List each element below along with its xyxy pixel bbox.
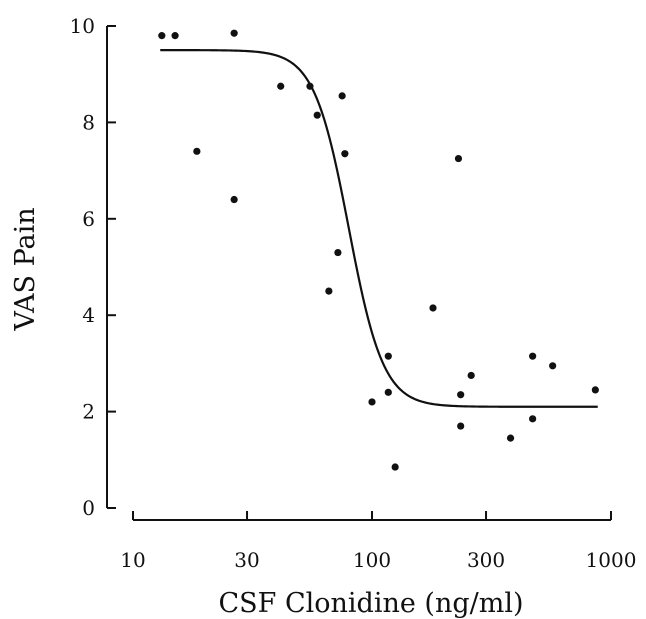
data-point	[391, 463, 399, 471]
y-tick-label: 10	[70, 14, 95, 38]
data-point	[325, 287, 333, 295]
y-tick-label: 2	[82, 400, 95, 424]
data-point	[549, 362, 557, 370]
y-tick-label: 0	[82, 496, 95, 520]
data-point	[454, 154, 463, 163]
data-point	[384, 352, 392, 360]
data-point	[158, 32, 166, 40]
data-point	[457, 422, 465, 430]
data-point	[368, 398, 376, 406]
data-point	[277, 82, 285, 90]
y-tick-label: 6	[82, 207, 95, 231]
data-point	[230, 195, 238, 204]
data-point	[384, 388, 392, 396]
data-point	[457, 391, 465, 399]
x-tick-label: 30	[234, 548, 259, 572]
data-point	[529, 415, 537, 423]
data-point	[313, 111, 321, 119]
x-tick-label: 100	[353, 548, 391, 572]
x-axis-title: CSF Clonidine (ng/ml)	[219, 588, 524, 619]
data-point	[467, 371, 475, 380]
x-tick-label: 1000	[586, 548, 637, 572]
data-point	[338, 92, 346, 100]
plot-area: 0 2 4 6 8 10 10 30 100 300 1000	[70, 14, 637, 572]
data-point	[230, 29, 238, 37]
data-point	[429, 304, 437, 312]
y-tick-label: 8	[82, 110, 95, 134]
data-point	[306, 82, 314, 90]
y-axis-title: VAS Pain	[10, 207, 41, 331]
data-point	[529, 352, 537, 360]
data-point	[591, 386, 599, 394]
x-tick-label: 300	[467, 548, 505, 572]
fit-curve	[160, 49, 598, 408]
data-point	[334, 248, 342, 257]
y-tick-label: 4	[82, 303, 95, 327]
x-tick-label: 10	[120, 548, 145, 572]
data-point	[171, 32, 179, 40]
data-point	[506, 434, 515, 442]
data-point	[193, 147, 201, 155]
data-point	[341, 150, 349, 158]
